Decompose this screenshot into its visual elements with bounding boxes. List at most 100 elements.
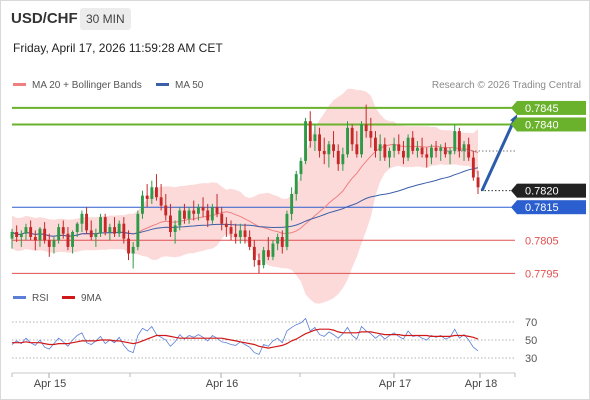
candle-body xyxy=(43,228,47,241)
candle xyxy=(313,124,317,151)
candle-body xyxy=(439,147,443,151)
x-tick-label: Apr 18 xyxy=(465,378,497,390)
candle-body xyxy=(103,217,107,232)
candle-body xyxy=(364,124,368,132)
candle-body xyxy=(327,144,331,155)
candle xyxy=(38,227,42,247)
candle xyxy=(52,236,56,254)
candle xyxy=(155,174,158,201)
candle xyxy=(57,223,61,244)
candle xyxy=(457,127,461,158)
candle-body xyxy=(136,213,140,247)
candle xyxy=(290,187,294,221)
price-tag-0-7805-text: 0.7805 xyxy=(525,235,559,247)
candle-body xyxy=(66,233,70,247)
candle-body xyxy=(443,147,447,155)
candle-body xyxy=(187,210,191,219)
candle xyxy=(322,137,326,165)
candle xyxy=(402,141,405,165)
price-tag-0-7840-text: 0.7840 xyxy=(525,119,559,131)
candle xyxy=(471,150,475,181)
timeframe-button[interactable]: 30 MIN xyxy=(80,8,131,30)
candle xyxy=(71,230,74,254)
ma9-label: 9MA xyxy=(81,293,102,304)
candle-body xyxy=(350,127,354,145)
candle xyxy=(266,236,270,261)
candle xyxy=(43,222,47,244)
candle xyxy=(318,127,321,158)
candle xyxy=(127,230,130,261)
candle-body xyxy=(197,207,200,214)
candle-body xyxy=(85,213,88,231)
candle xyxy=(187,207,191,224)
candle-body xyxy=(304,121,307,161)
rsi-tick-label: 30 xyxy=(525,353,537,365)
legend-rsi: RSI xyxy=(13,293,49,304)
candle-body xyxy=(108,227,112,233)
candle xyxy=(10,228,14,249)
candle-body xyxy=(392,144,396,151)
candle-body xyxy=(411,137,415,151)
candle xyxy=(210,203,214,224)
price-tag-0-7795-text: 0.7795 xyxy=(525,268,559,280)
candle xyxy=(103,213,107,236)
x-tick-label: Apr 17 xyxy=(379,378,411,390)
candle-body xyxy=(252,246,256,261)
candle-body xyxy=(210,207,214,221)
candle-body xyxy=(336,150,340,165)
candle xyxy=(443,142,447,158)
candle xyxy=(364,104,368,138)
price-tag-0-7820: 0.7820 xyxy=(511,183,586,198)
candle xyxy=(122,217,126,244)
candle xyxy=(61,220,65,239)
candle-body xyxy=(71,232,74,247)
candle-body xyxy=(122,223,126,239)
candle xyxy=(178,207,182,231)
candle xyxy=(378,134,382,161)
candle xyxy=(336,144,340,171)
candle-body xyxy=(313,134,317,141)
candle-body xyxy=(75,223,79,232)
candle-body xyxy=(220,213,224,224)
candle xyxy=(220,207,224,231)
candle-body xyxy=(178,210,182,226)
price-tag-0-7820-bg xyxy=(517,183,586,198)
candle xyxy=(29,220,33,241)
symbol-title: USD/CHF xyxy=(11,10,78,27)
candle-body xyxy=(402,150,405,158)
candle-body xyxy=(10,232,14,239)
candle-body xyxy=(173,225,177,232)
candle-body xyxy=(290,194,294,214)
candle-body xyxy=(360,124,363,155)
candle xyxy=(238,223,242,244)
candle xyxy=(360,121,363,158)
candle xyxy=(346,121,349,158)
candle xyxy=(388,147,391,168)
candle xyxy=(201,197,205,218)
candle-body xyxy=(280,237,284,247)
candle xyxy=(453,124,457,155)
candle xyxy=(169,203,172,237)
candle-body xyxy=(416,147,419,151)
candle-body xyxy=(89,230,93,237)
candle xyxy=(215,193,219,218)
candle xyxy=(99,213,102,237)
chart-header: USD/CHF 30 MIN xyxy=(0,0,590,38)
candle-body xyxy=(406,137,410,158)
price-tag-0-7815-text: 0.7815 xyxy=(525,202,559,214)
candle xyxy=(276,233,280,251)
candle-body xyxy=(19,233,23,237)
rsi-line xyxy=(11,317,479,355)
candle-body xyxy=(164,205,168,216)
candle-body xyxy=(318,134,321,151)
candle xyxy=(85,207,88,234)
candle-body xyxy=(434,147,438,151)
price-tag-0-7840-pointer xyxy=(511,117,517,132)
candle-body xyxy=(183,210,186,219)
candle xyxy=(113,217,116,237)
price-tag-0-7805: 0.7805 xyxy=(525,235,559,247)
ma20-swatch xyxy=(13,82,26,86)
candle-body xyxy=(155,187,158,198)
candle-body xyxy=(457,131,461,151)
